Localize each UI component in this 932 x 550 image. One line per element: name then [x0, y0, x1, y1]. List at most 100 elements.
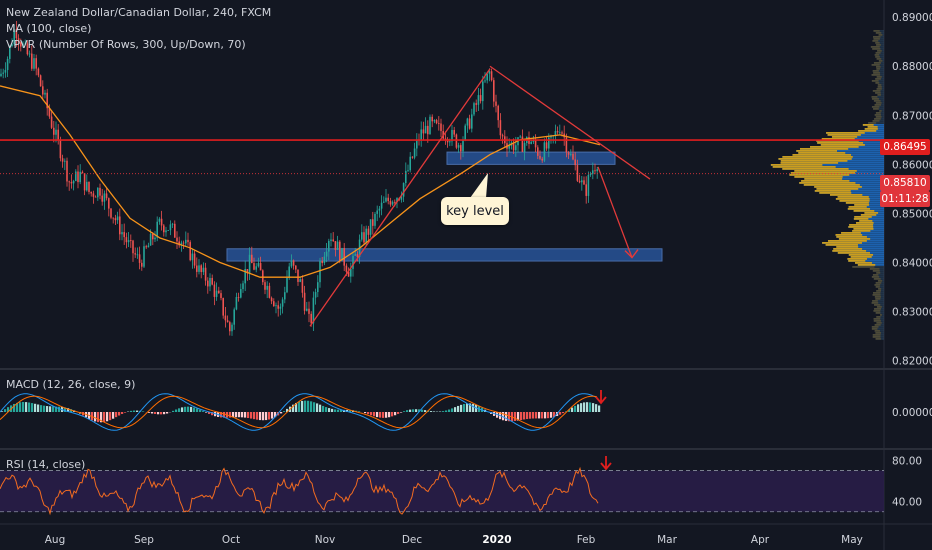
candle-body — [79, 171, 81, 183]
price-tick-label: 0.88000 — [892, 61, 932, 73]
volume-profile-up-bar — [875, 32, 882, 34]
candle-body — [413, 148, 416, 158]
candle-body — [594, 170, 596, 172]
macd-histogram-bar — [430, 411, 433, 412]
candle-body — [226, 320, 229, 323]
macd-histogram-bar — [58, 406, 61, 412]
candle-body — [314, 292, 317, 298]
volume-profile-up-bar — [799, 148, 849, 150]
volume-profile-up-bar — [845, 202, 869, 204]
volume-profile-up-bar — [873, 62, 881, 64]
candle-body — [310, 313, 312, 324]
candle-body — [198, 265, 200, 272]
macd-histogram-bar — [283, 411, 286, 412]
volume-profile-up-bar — [780, 162, 839, 164]
volume-profile-bar — [872, 300, 884, 302]
macd-histogram-bar — [412, 409, 415, 412]
volume-profile-up-bar — [873, 278, 881, 280]
candle-body — [490, 71, 493, 81]
macd-histogram-bar — [16, 402, 19, 412]
macd-histogram-bar — [514, 412, 517, 421]
volume-profile-up-bar — [819, 192, 852, 194]
candle-body — [391, 201, 394, 205]
candle-body — [361, 232, 363, 240]
candle-body — [576, 165, 579, 181]
macd-histogram-bar — [448, 409, 451, 412]
volume-profile-up-bar — [872, 40, 879, 42]
candle-body — [6, 58, 9, 71]
macd-histogram-bar — [205, 412, 208, 413]
macd-histogram-bar — [394, 412, 397, 416]
volume-profile-up-bar — [872, 292, 881, 294]
macd-histogram-bar — [121, 412, 124, 414]
candle-body — [475, 103, 477, 105]
candle-body — [468, 118, 471, 129]
candle-body — [587, 174, 590, 196]
volume-profile-up-bar — [872, 270, 880, 272]
macd-histogram-bar — [571, 407, 574, 412]
candle-body — [253, 263, 255, 270]
candle-body — [222, 298, 224, 316]
macd-histogram-bar — [451, 408, 454, 412]
volume-profile-up-bar — [854, 216, 872, 218]
macd-histogram-bar — [454, 407, 457, 412]
candle-body — [479, 95, 482, 102]
ma-legend: MA (100, close) — [6, 22, 92, 35]
macd-histogram-bar — [565, 411, 568, 412]
volume-profile-up-bar — [836, 246, 859, 248]
candle-body — [537, 147, 539, 156]
macd-histogram-bar — [418, 409, 421, 412]
candle-body — [532, 140, 535, 142]
macd-histogram-bar — [97, 412, 100, 423]
support-zone — [446, 151, 616, 165]
volume-profile-up-bar — [836, 236, 867, 238]
candle-body — [169, 224, 172, 231]
volume-profile-up-bar — [837, 196, 869, 198]
candle-body — [273, 301, 275, 307]
price-tick-label: 0.84000 — [892, 258, 932, 270]
candle-body — [482, 81, 484, 102]
candle-body — [94, 196, 97, 198]
candle-body — [26, 43, 29, 55]
macd-legend: MACD (12, 26, close, 9) — [6, 378, 136, 391]
volume-profile-bar — [876, 68, 884, 70]
candle-body — [108, 198, 110, 209]
candle-body — [308, 308, 310, 314]
volume-profile-up-bar — [794, 176, 843, 178]
macd-histogram-bar — [19, 402, 22, 412]
candle-body — [125, 237, 128, 243]
key-level-callout[interactable]: key level — [441, 197, 509, 225]
volume-profile-up-bar — [872, 70, 879, 72]
macd-histogram-bar — [244, 412, 247, 418]
macd-histogram-bar — [106, 412, 109, 422]
macd-histogram-bar — [553, 412, 556, 418]
candle-body — [132, 240, 134, 254]
candle-body — [242, 283, 244, 290]
macd-histogram-bar — [190, 406, 193, 412]
volume-profile-up-bar — [804, 178, 843, 180]
candle-body — [160, 218, 163, 226]
candle-body — [114, 218, 117, 221]
macd-histogram-bar — [250, 412, 253, 419]
macd-down-arrow — [595, 390, 607, 405]
candle-body — [31, 53, 33, 69]
volume-profile-up-bar — [874, 114, 881, 116]
candle-body — [191, 253, 194, 261]
candle-body — [473, 103, 475, 115]
candle-body — [422, 129, 425, 134]
candle-body — [433, 120, 436, 122]
candle-body — [68, 181, 70, 183]
macd-signal-line — [0, 395, 598, 429]
volume-profile-up-bar — [839, 200, 870, 202]
volume-profile-up-bar — [878, 34, 883, 36]
candle-body — [97, 187, 99, 198]
volume-profile-bar — [831, 136, 884, 138]
macd-histogram-bar — [334, 409, 337, 412]
macd-histogram-bar — [220, 412, 223, 418]
candle-body — [204, 267, 207, 281]
candle-body — [28, 53, 31, 55]
macd-histogram-bar — [34, 403, 37, 412]
volume-profile-up-bar — [871, 64, 880, 66]
candle-body — [70, 182, 73, 184]
